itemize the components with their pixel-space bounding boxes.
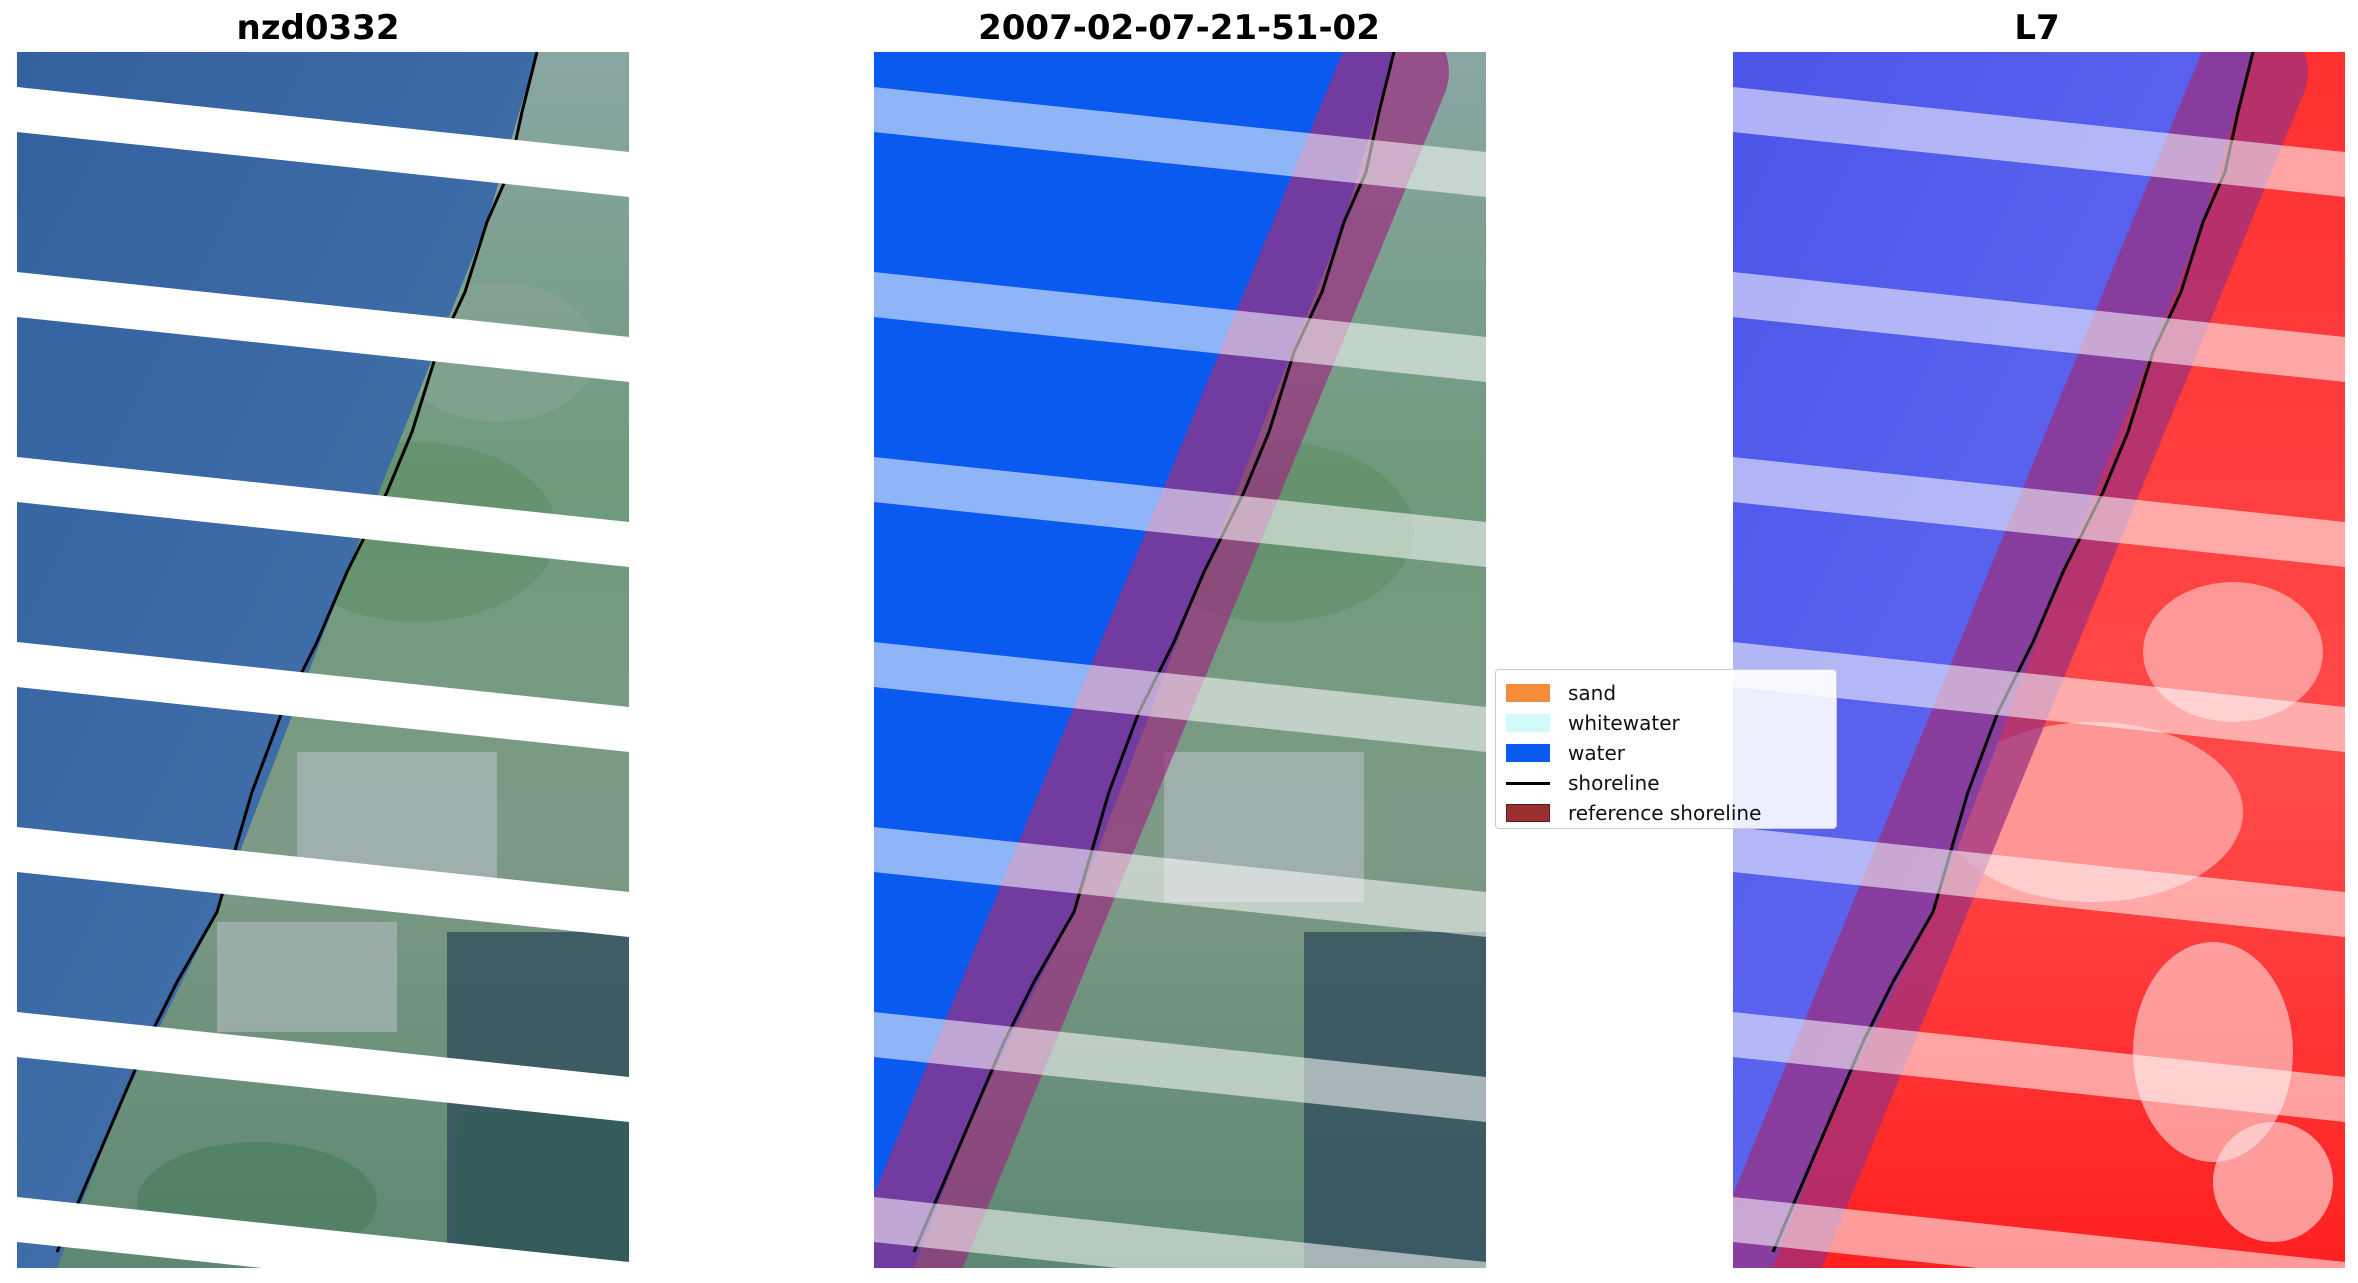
whitewater-swatch bbox=[1506, 714, 1550, 732]
legend-label: shoreline bbox=[1568, 771, 1660, 795]
classified-image-panel bbox=[874, 52, 1486, 1268]
legend-item-water: water bbox=[1506, 738, 1836, 768]
legend-item-sand: sand bbox=[1506, 678, 1836, 708]
rgb-image-panel bbox=[17, 52, 629, 1268]
index-image-panel bbox=[1733, 52, 2345, 1268]
classified-satellite-image bbox=[874, 52, 1486, 1268]
legend: sand whitewater water shoreline referenc… bbox=[1495, 669, 1837, 829]
rgb-satellite-image bbox=[17, 52, 629, 1268]
reference-shoreline-swatch bbox=[1506, 804, 1550, 822]
legend-label: sand bbox=[1568, 681, 1617, 705]
panel-title-classified: 2007-02-07-21-51-02 bbox=[978, 8, 1380, 48]
sand-swatch bbox=[1506, 684, 1550, 702]
legend-item-reference-shoreline: reference shoreline bbox=[1506, 798, 1836, 828]
legend-item-shoreline: shoreline bbox=[1506, 768, 1836, 798]
legend-item-whitewater: whitewater bbox=[1506, 708, 1836, 738]
legend-label: water bbox=[1568, 741, 1625, 765]
legend-label: whitewater bbox=[1568, 711, 1680, 735]
water-swatch bbox=[1506, 744, 1550, 762]
legend-label: reference shoreline bbox=[1568, 801, 1762, 825]
index-satellite-image bbox=[1733, 52, 2345, 1268]
panel-title-index: L7 bbox=[2014, 8, 2060, 48]
nodata-stripes bbox=[17, 87, 629, 1268]
shoreline-line-swatch bbox=[1506, 781, 1550, 785]
panel-title-rgb: nzd0332 bbox=[236, 8, 400, 48]
nodata-stripes bbox=[1733, 87, 2345, 1268]
nodata-stripes bbox=[874, 87, 1486, 1268]
